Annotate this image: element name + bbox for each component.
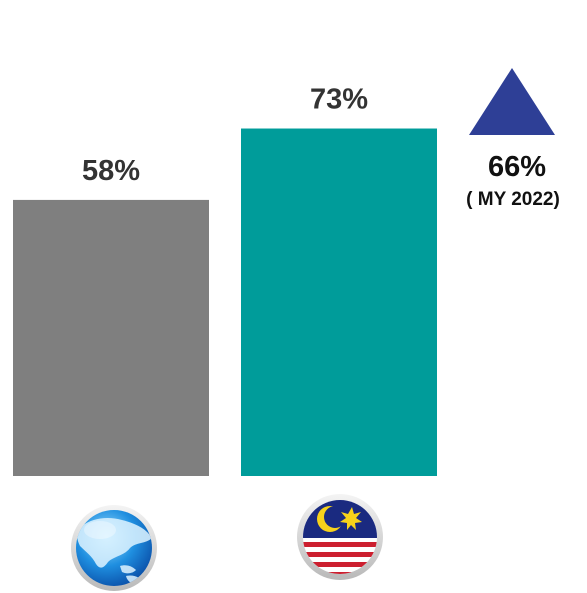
bars-layer: [13, 128, 437, 477]
value-labels-layer: 58% 73%: [82, 84, 368, 187]
up-triangle-icon: [469, 68, 555, 135]
bar-asia: [13, 199, 209, 477]
malaysia-flag-icon: [297, 494, 383, 580]
comparison-note-label: ( MY 2022): [466, 189, 560, 210]
bar-malaysia: [241, 128, 437, 476]
comparison-value-label: 66%: [488, 151, 546, 183]
asia-globe-icon: [71, 505, 157, 591]
value-label-malaysia: 73%: [310, 84, 368, 116]
value-label-asia: 58%: [82, 155, 140, 187]
